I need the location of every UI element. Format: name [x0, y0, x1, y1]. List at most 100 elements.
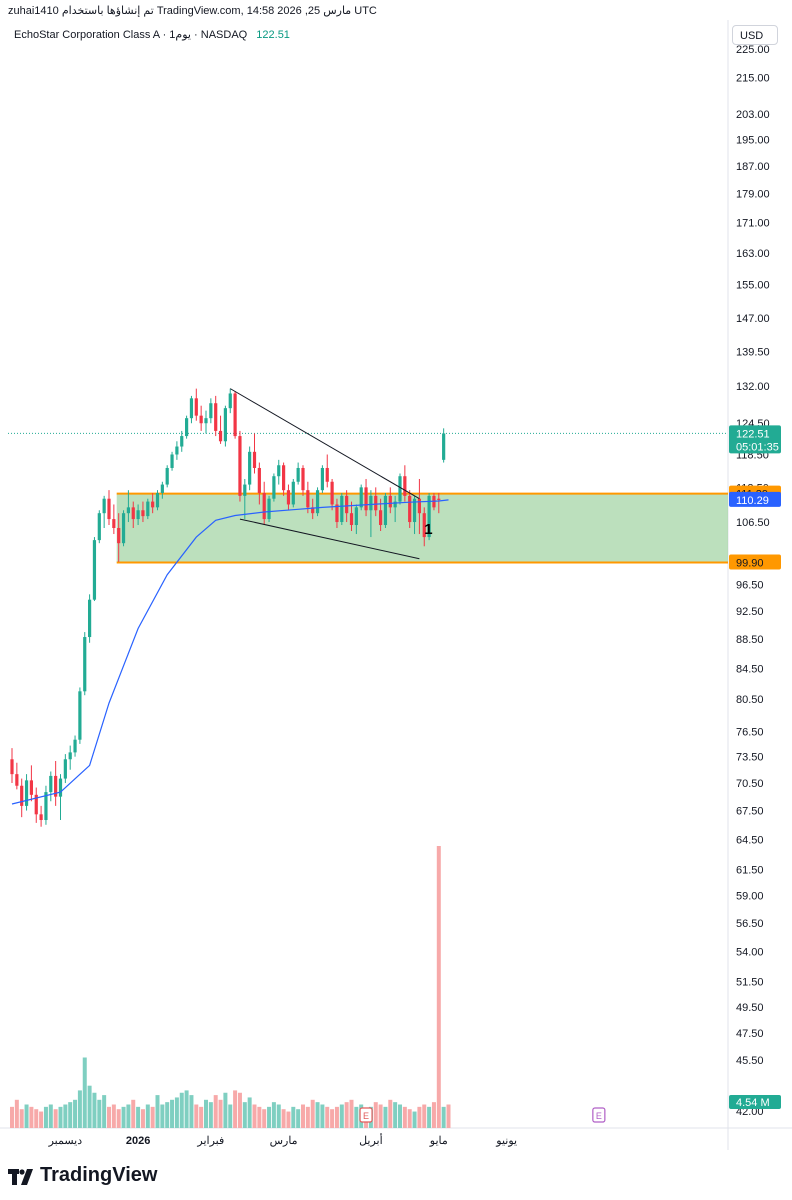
candle-body: [417, 498, 421, 514]
volume-bar: [155, 1095, 160, 1128]
volume-bar: [393, 1102, 398, 1128]
earnings-marker-label: E: [363, 1111, 369, 1121]
volume-bar: [34, 1109, 39, 1128]
volume-bar: [29, 1106, 34, 1128]
candle-body: [262, 493, 266, 520]
volume-bar: [58, 1106, 63, 1128]
volume-bar: [174, 1097, 179, 1128]
price-countdown: 05:01:35: [736, 441, 779, 453]
candle-body: [272, 476, 276, 499]
earnings-marker: [359, 1107, 373, 1123]
volume-bar: [436, 846, 441, 1128]
volume-bar: [87, 1085, 92, 1128]
volume-bar: [160, 1104, 165, 1128]
candle-body: [15, 774, 19, 786]
volume-bar: [136, 1106, 141, 1128]
candle-body: [121, 513, 126, 544]
candle-body: [359, 487, 363, 508]
candle-body: [257, 467, 261, 494]
price-label: 110.29: [736, 495, 769, 507]
volume-bar: [296, 1109, 301, 1128]
candle-body: [49, 775, 53, 793]
price-tick-label: 92.50: [736, 606, 764, 618]
volume-bar: [431, 1102, 436, 1128]
volume-bar: [276, 1104, 281, 1128]
volume-bar: [417, 1106, 422, 1128]
volume-bar: [301, 1104, 305, 1128]
volume-bar: [237, 1092, 242, 1128]
candle-body: [374, 495, 378, 511]
currency-selector[interactable]: USD: [732, 25, 778, 45]
price-tick-label: 96.50: [736, 579, 764, 591]
candle-body: [408, 495, 412, 523]
candle-body: [345, 495, 349, 514]
volume-bar: [267, 1106, 272, 1128]
volume-bar: [19, 1109, 24, 1128]
symbol-description: EchoStar Corporation Class A · 1يوم · NA…: [14, 29, 248, 41]
time-tick-label: ديسمبر: [48, 1135, 83, 1147]
candle-body: [340, 495, 344, 523]
candle-body: [282, 465, 286, 491]
candle-body: [112, 519, 116, 529]
price-tick-label: 171.00: [736, 217, 770, 229]
moving-average-line: [11, 499, 449, 805]
volume-bar: [14, 1099, 19, 1128]
candle-body: [54, 775, 58, 797]
volume-bar: [102, 1095, 107, 1128]
volume-bar: [247, 1097, 252, 1128]
candle-body: [117, 528, 121, 544]
time-tick-label: مايو: [429, 1135, 448, 1147]
candle-body: [412, 498, 417, 523]
price-tick-label: 80.50: [736, 694, 764, 706]
price-tick-label: 54.00: [736, 947, 764, 959]
price-tick-label: 76.50: [736, 726, 764, 738]
volume-bar: [24, 1104, 29, 1128]
candle-body: [311, 507, 315, 514]
candle-body: [107, 498, 111, 520]
candle-body: [296, 467, 300, 482]
price-tick-label: 67.50: [736, 806, 764, 818]
candle-body: [442, 433, 446, 460]
price-tick-label: 47.50: [736, 1028, 764, 1040]
trendline: [229, 388, 420, 500]
volume-bar: [315, 1102, 320, 1128]
candle-body: [165, 467, 169, 485]
candle-body: [92, 540, 97, 600]
volume-bar: [145, 1104, 150, 1128]
price-tick-label: 163.00: [736, 248, 770, 260]
candle-body: [218, 430, 223, 442]
volume-bar: [407, 1109, 412, 1128]
candle-body: [88, 599, 92, 638]
tradingview-logo[interactable]: TradingView: [8, 1164, 157, 1187]
candle-body: [126, 507, 130, 514]
candle-body: [209, 403, 213, 419]
price-label: 99.90: [736, 558, 764, 570]
candle-body: [398, 476, 402, 502]
volume-bar: [383, 1106, 388, 1128]
candle-body: [349, 513, 354, 526]
volume-bar: [165, 1102, 170, 1128]
candle-body: [199, 415, 203, 424]
earnings-marker-label: E: [596, 1111, 602, 1121]
price-label-box: [729, 491, 781, 507]
tradingview-brand: TradingView: [40, 1164, 158, 1186]
volume-bar: [223, 1092, 228, 1128]
candle-body: [291, 481, 295, 505]
volume-bar: [378, 1104, 383, 1128]
price-tick-label: 106.50: [736, 517, 770, 529]
candle-body: [63, 759, 67, 779]
volume-bar: [73, 1099, 78, 1128]
chart-attribution: zuhai1410 تم إنشاؤها باستخدام TradingVie…: [8, 5, 377, 17]
volume-bar: [10, 1106, 14, 1128]
volume-bar: [53, 1109, 58, 1128]
candle-body: [20, 785, 24, 806]
volume-bar: [48, 1104, 53, 1128]
candle-body: [437, 498, 441, 500]
volume-bar: [402, 1106, 407, 1128]
volume-bar: [339, 1104, 344, 1128]
volume-label-box: [729, 1095, 781, 1109]
volume-bar: [194, 1104, 199, 1128]
candle-body: [228, 393, 232, 409]
volume-bar: [92, 1092, 97, 1128]
